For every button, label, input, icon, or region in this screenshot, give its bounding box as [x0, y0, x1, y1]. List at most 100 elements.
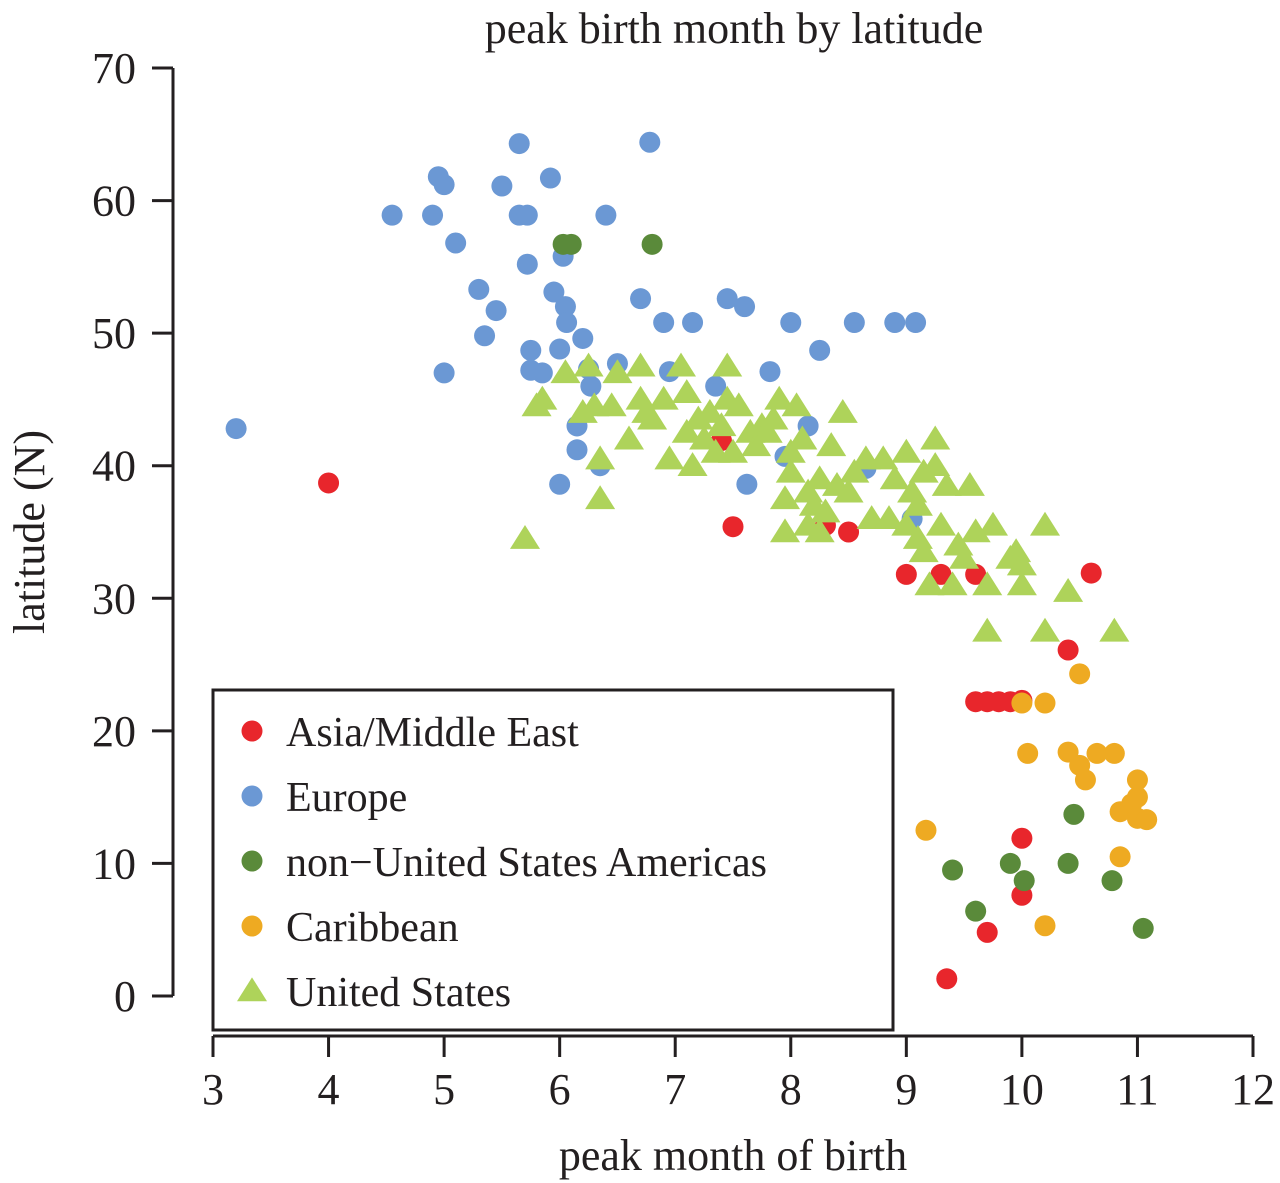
data-point-united-states [613, 425, 645, 450]
data-point-united-states [891, 511, 922, 536]
x-ticks: 3 4 5 6 7 8 9 10 11 12 [202, 1036, 1275, 1114]
data-point-europe [780, 312, 802, 334]
data-point-united-states [804, 465, 835, 490]
data-point-united-states [787, 425, 818, 450]
data-point-europe [508, 133, 530, 155]
data-point-united-states [1006, 571, 1037, 596]
data-point-united-states [706, 412, 737, 437]
data-point-united-states [902, 491, 933, 516]
data-point-europe [491, 175, 513, 197]
data-point-europe [580, 375, 602, 397]
data-point-united-states [920, 425, 951, 450]
data-point-united-states [712, 352, 743, 377]
x-tick-label: 10 [1000, 1065, 1044, 1114]
data-point-united-states [1029, 511, 1061, 536]
data-point-united-states [723, 392, 754, 417]
data-point-europe [422, 204, 444, 226]
data-point-united-states [891, 438, 922, 463]
data-point-united-states [960, 518, 991, 543]
x-axis: 3 4 5 6 7 8 9 10 11 12 [202, 1034, 1275, 1114]
data-point-europe [468, 278, 490, 300]
data-point-asia-middle-east [936, 968, 958, 990]
data-point-europe [630, 288, 652, 310]
y-tick-label: 30 [92, 574, 136, 623]
data-point-non-united-states-americas [965, 900, 987, 922]
data-point-united-states [833, 478, 864, 503]
data-point-united-states [764, 385, 795, 410]
data-point-united-states [671, 418, 702, 443]
data-point-united-states [816, 432, 847, 457]
data-point-non-united-states-americas [1063, 803, 1085, 825]
data-point-united-states [694, 399, 725, 423]
data-point-europe [539, 167, 561, 189]
legend-label: non−United States Americas [286, 840, 767, 886]
data-point-asia-middle-east [930, 563, 952, 585]
data-point-united-states [804, 518, 835, 543]
data-point-united-states [920, 452, 951, 476]
legend-label: Caribbean [286, 905, 459, 951]
data-point-europe [549, 473, 571, 495]
data-point-europe [485, 300, 507, 322]
x-tick-label: 12 [1231, 1065, 1275, 1114]
data-point-united-states [775, 458, 806, 483]
x-tick-label: 3 [202, 1065, 224, 1114]
data-point-united-states [602, 359, 633, 384]
x-tick-label: 4 [318, 1065, 340, 1114]
y-tick-label: 0 [114, 972, 136, 1021]
data-point-united-states [665, 352, 697, 377]
data-point-europe [566, 439, 588, 461]
y-tick-label: 20 [92, 707, 136, 756]
data-point-united-states [1053, 578, 1084, 602]
data-point-united-states [937, 571, 968, 596]
data-point-asia-middle-east [722, 516, 744, 538]
data-point-europe [716, 288, 738, 310]
data-point-caribbean [1011, 692, 1033, 714]
legend-label: United States [286, 970, 511, 1016]
data-point-united-states [758, 405, 789, 430]
data-point-europe [445, 232, 467, 254]
data-point-united-states [769, 518, 801, 543]
data-point-europe [556, 312, 578, 334]
data-point-united-states [573, 352, 604, 377]
data-point-united-states [1099, 617, 1130, 642]
data-point-united-states [648, 385, 679, 410]
data-point-united-states [914, 571, 945, 596]
y-tick-label: 60 [92, 177, 136, 226]
y-tick-label: 70 [92, 44, 136, 93]
data-point-europe [531, 362, 553, 384]
data-point-europe [381, 204, 403, 226]
y-tick-label: 10 [92, 839, 136, 888]
data-point-united-states [509, 524, 541, 549]
data-point-europe [474, 325, 496, 347]
data-point-united-states [654, 445, 685, 470]
legend-label: Europe [286, 775, 407, 821]
data-point-caribbean [1034, 692, 1056, 714]
data-point-asia-middle-east [1080, 562, 1102, 584]
x-tick-label: 8 [780, 1065, 802, 1114]
data-point-united-states [868, 445, 899, 470]
data-point-united-states [689, 425, 720, 450]
legend-marker [241, 850, 263, 872]
data-point-united-states [775, 438, 806, 463]
data-point-united-states [972, 617, 1003, 642]
legend: Asia/Middle East Europe non−United States … [211, 688, 895, 1032]
data-point-united-states [637, 405, 668, 430]
data-point-united-states [671, 379, 702, 404]
data-point-europe [516, 204, 538, 226]
data-point-caribbean [1126, 786, 1148, 808]
data-point-europe [884, 312, 906, 334]
data-point-europe [736, 473, 758, 495]
data-point-united-states [677, 452, 708, 476]
data-point-non-united-states-americas [999, 852, 1021, 874]
data-point-caribbean [1136, 809, 1158, 831]
data-point-united-states [972, 571, 1003, 596]
data-point-europe [520, 339, 542, 361]
data-point-europe [809, 339, 831, 361]
data-point-united-states [839, 458, 870, 483]
data-point-united-states [949, 544, 980, 569]
data-point-non-united-states-americas [560, 233, 582, 255]
data-point-europe [734, 296, 756, 318]
data-point-united-states [925, 511, 957, 536]
data-point-caribbean [1109, 846, 1131, 868]
